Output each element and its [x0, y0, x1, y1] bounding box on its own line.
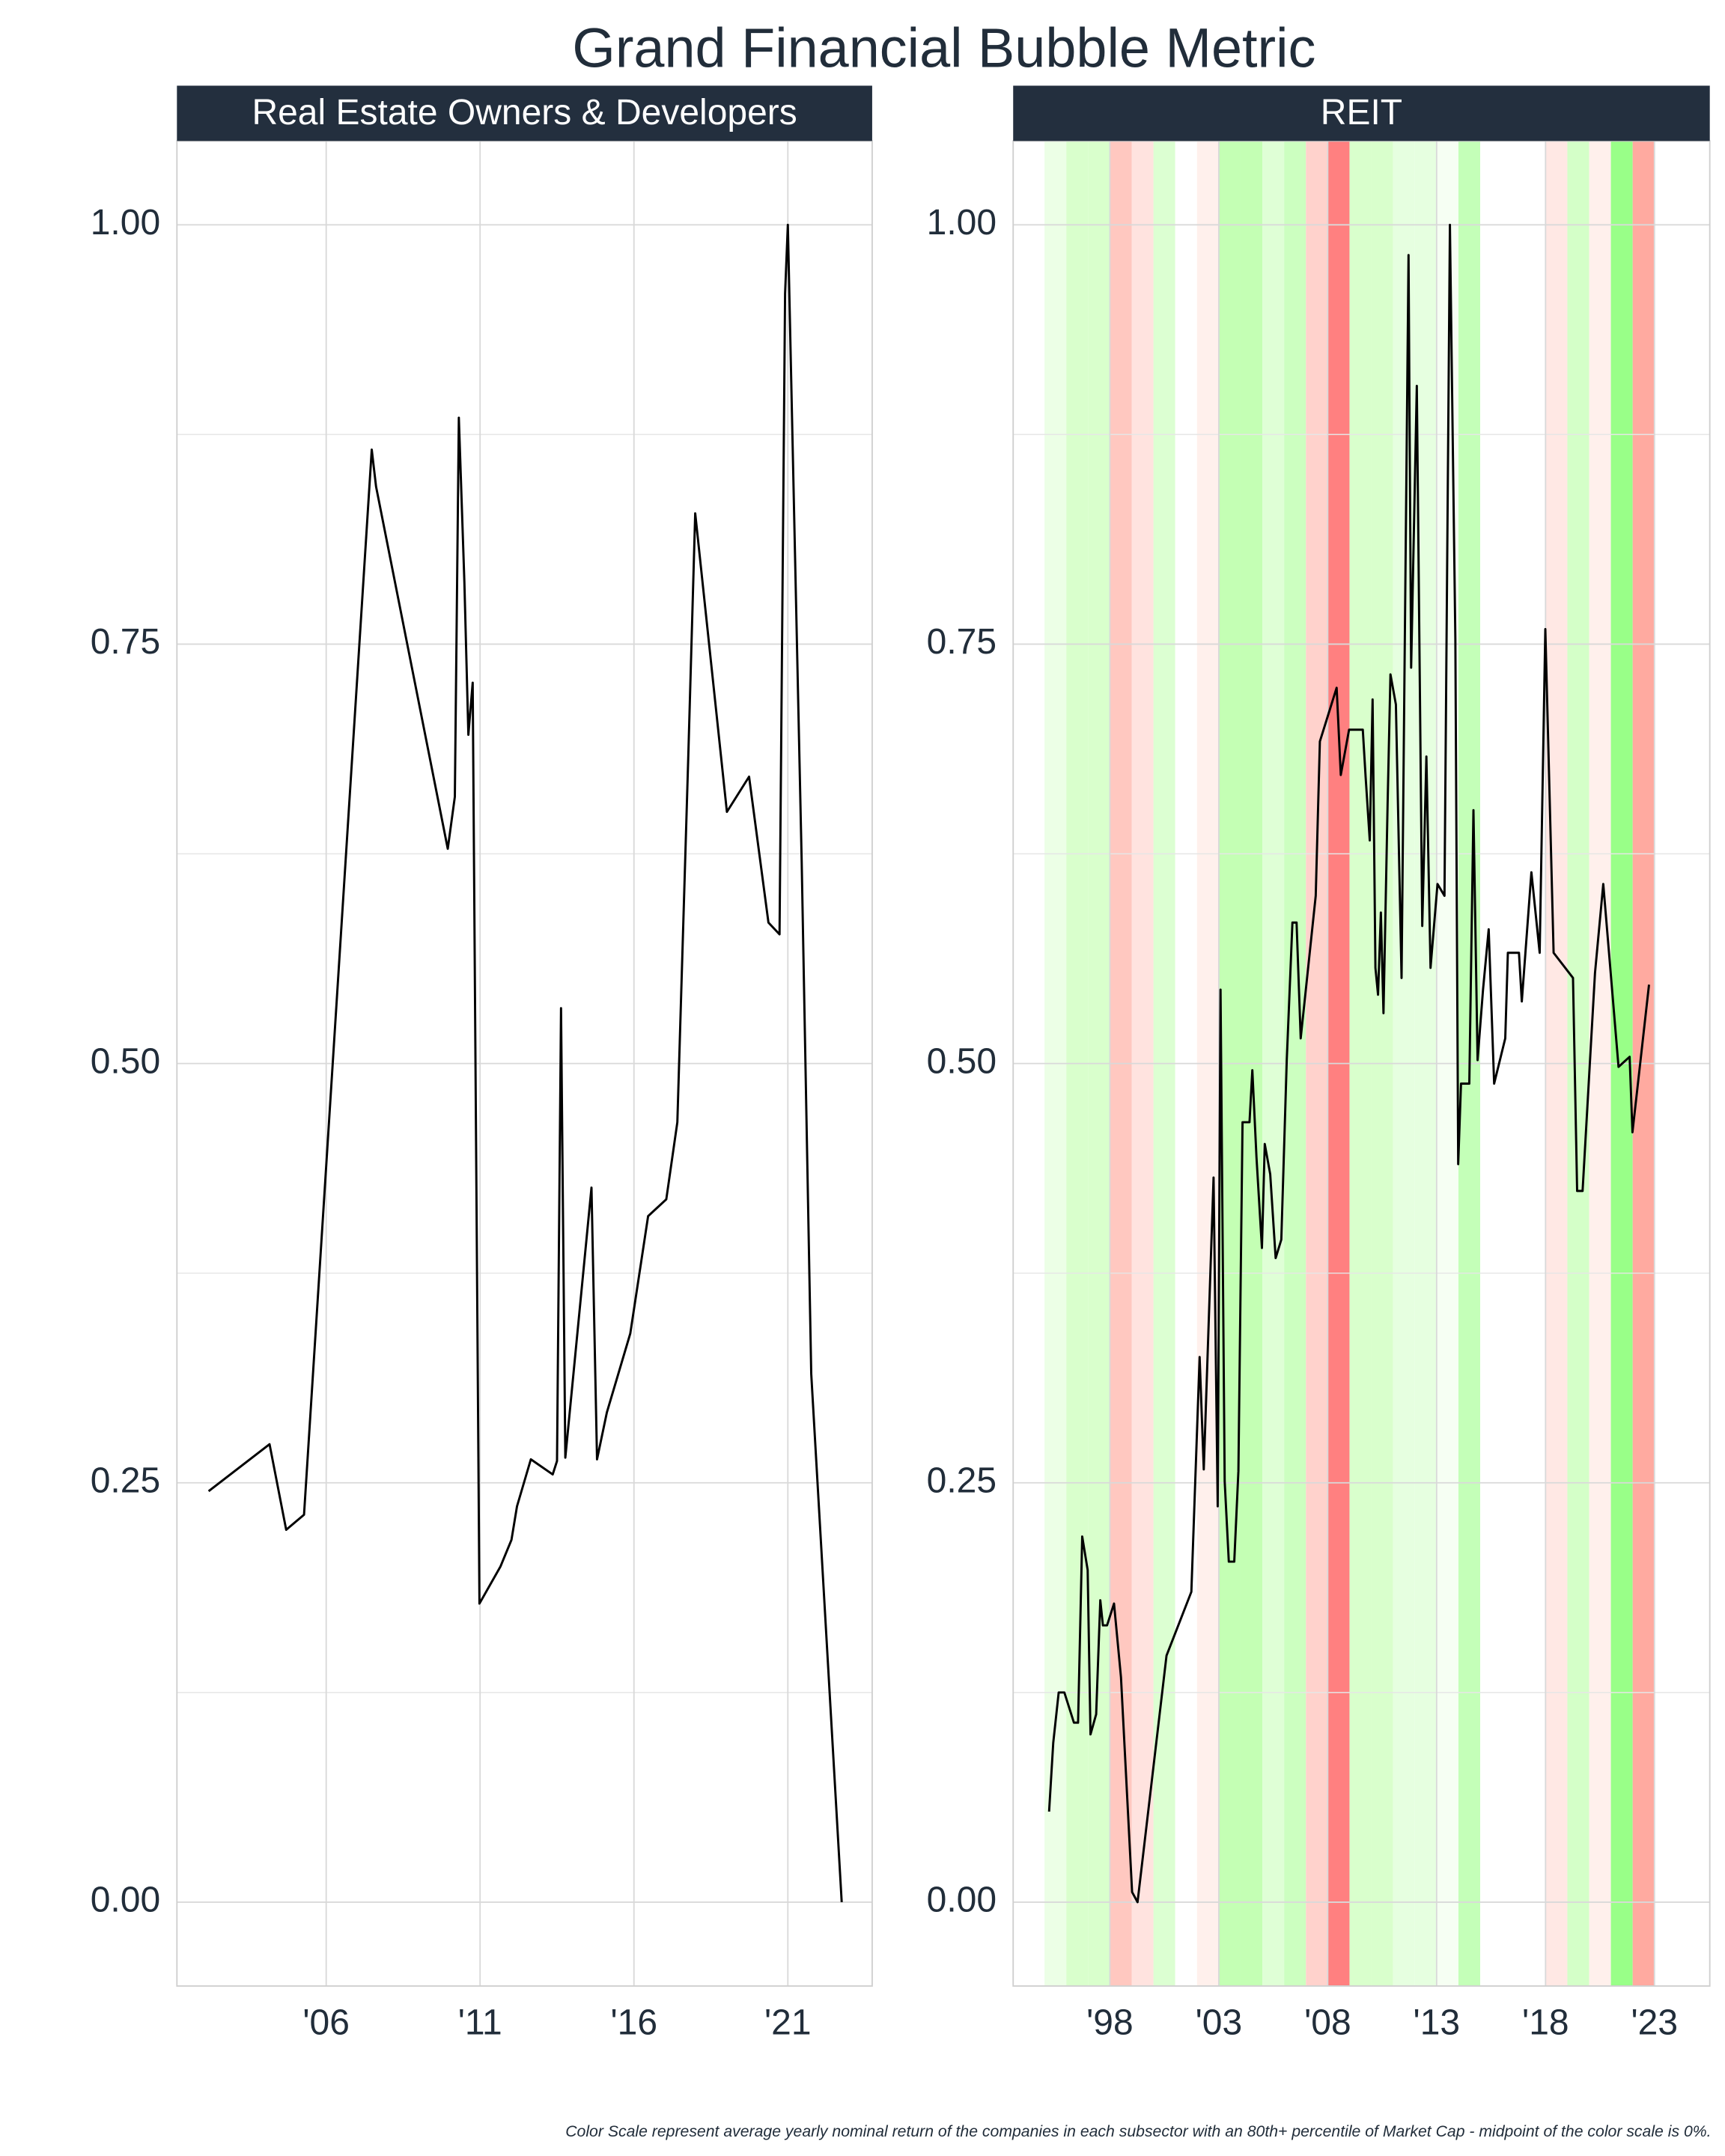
caption: Color Scale represent average yearly nom…	[565, 2123, 1711, 2140]
strip-label: Real Estate Owners & Developers	[252, 93, 797, 133]
x-tick-label: '06	[302, 2003, 350, 2042]
chart-title: Grand Financial Bubble Metric	[572, 17, 1315, 79]
x-tick-label: '18	[1522, 2003, 1569, 2042]
strip-label: REIT	[1321, 93, 1402, 133]
x-tick-label: '98	[1086, 2003, 1134, 2042]
y-tick-label: 0.25	[927, 1461, 997, 1500]
x-tick-label: '21	[764, 2003, 812, 2042]
y-tick-label: 0.50	[927, 1041, 997, 1081]
y-tick-label: 0.00	[91, 1881, 160, 1920]
data-line	[207, 223, 843, 1902]
y-tick-label: 0.75	[927, 622, 997, 662]
strip	[1013, 85, 1710, 141]
x-tick-label: '08	[1304, 2003, 1351, 2042]
y-tick-label: 1.00	[91, 203, 160, 243]
y-tick-label: 0.00	[927, 1881, 997, 1920]
y-tick-label: 0.25	[91, 1461, 160, 1500]
y-tick-label: 1.00	[927, 203, 997, 243]
x-tick-label: '03	[1196, 2003, 1243, 2042]
y-tick-label: 0.75	[91, 622, 160, 662]
x-tick-label: '23	[1631, 2003, 1679, 2042]
x-tick-label: '11	[458, 2003, 502, 2042]
y-tick-label: 0.50	[91, 1041, 160, 1081]
x-tick-label: '13	[1414, 2003, 1461, 2042]
x-tick-label: '16	[610, 2003, 657, 2042]
data-line	[1047, 223, 1650, 1904]
strip	[177, 85, 872, 141]
